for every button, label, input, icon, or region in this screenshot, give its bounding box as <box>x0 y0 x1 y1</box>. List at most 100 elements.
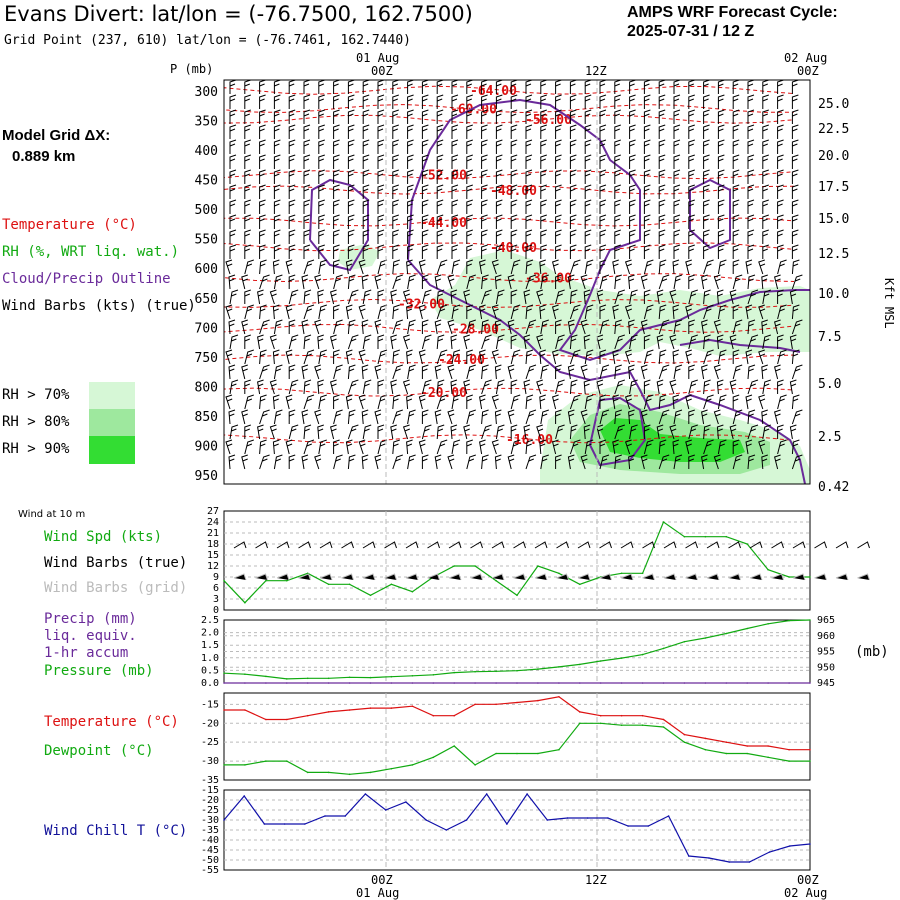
pressure-line-point <box>537 668 539 670</box>
wind-barb <box>717 349 727 365</box>
wind-barb <box>333 244 340 259</box>
wind-speed-line-point <box>390 583 393 586</box>
temperature-line-point <box>369 707 372 709</box>
wind-barb <box>624 259 632 275</box>
legend-rh80-label: RH > 80% <box>2 414 70 430</box>
wind-barb <box>377 289 385 304</box>
wind-barb <box>392 304 400 320</box>
wind-barb <box>347 184 355 199</box>
precip-line-point <box>474 682 476 684</box>
wind-barb <box>269 424 277 440</box>
wind-speed-line-point <box>662 521 665 523</box>
precip-line-point <box>223 682 225 684</box>
wind-barb <box>314 364 322 380</box>
wind-barb <box>406 349 413 365</box>
wind-barb <box>436 379 445 395</box>
wind-barb <box>244 334 251 349</box>
grid-wind-barb <box>577 573 591 581</box>
wind-barb <box>569 304 581 320</box>
precip-line-point <box>265 682 267 684</box>
legend-rh90-swatch <box>89 436 135 464</box>
wind-barb <box>301 454 309 470</box>
pressure-line-point <box>746 627 748 630</box>
precip-line-point <box>641 682 644 684</box>
temperature-tick: -15 <box>201 699 219 710</box>
wind-barb <box>273 139 281 154</box>
wind-barb <box>345 394 353 410</box>
wind-barb <box>507 274 515 290</box>
wind-barb <box>777 94 784 109</box>
pressure-tick: 955 <box>817 647 835 658</box>
wind-barb <box>229 199 237 214</box>
wind-barb <box>614 364 622 380</box>
wind-barb <box>540 454 549 470</box>
wind-barb <box>539 349 546 365</box>
wind-barb <box>347 424 359 440</box>
wind-barb <box>481 364 489 380</box>
wind-barb <box>377 214 385 229</box>
wind-barb <box>303 199 311 214</box>
height-tick-label: 20.0 <box>818 149 849 164</box>
wind-barb <box>466 109 473 124</box>
wind-barb <box>658 94 666 109</box>
wind-barb <box>747 274 756 290</box>
pressure-line-point <box>641 653 644 656</box>
wind-barb <box>491 349 499 365</box>
wind-barb <box>672 394 680 410</box>
wind-barb <box>358 349 366 365</box>
wind-barb <box>540 229 547 244</box>
wind-barb <box>762 139 769 154</box>
wind-barb <box>510 109 518 124</box>
wind-barb <box>347 274 356 290</box>
pressure-line-point <box>704 637 707 639</box>
wind-barb <box>494 409 502 425</box>
pressure-tick-label: 600 <box>195 262 218 277</box>
wind-barb <box>658 169 666 184</box>
wind-barb <box>584 229 592 244</box>
wind-barb <box>436 304 448 320</box>
wind-barb <box>732 439 740 454</box>
pressure-line-point <box>411 675 414 677</box>
wind-barb <box>703 394 714 410</box>
wind-barb <box>789 424 797 440</box>
wind-barb <box>762 229 769 244</box>
wind-barb <box>333 364 343 380</box>
wind-barb <box>717 184 725 199</box>
wind-barb <box>656 424 664 440</box>
surface-wind-barb <box>491 541 505 549</box>
wind-barb <box>580 409 588 425</box>
dewpoint-line-point <box>244 764 246 766</box>
wind-barb <box>229 124 237 139</box>
wind-barb <box>466 364 476 380</box>
wind-barb <box>333 94 340 109</box>
wind-barb <box>434 364 442 380</box>
wind-barb <box>777 439 787 455</box>
grid-wind-barb <box>771 573 784 581</box>
height-tick-label: 17.5 <box>818 180 849 195</box>
wind-barb <box>318 439 327 455</box>
wind-chill-line-point <box>405 801 407 803</box>
wind-barb <box>762 79 769 94</box>
grid-wind-barb <box>341 573 354 581</box>
wind-barb <box>614 244 621 259</box>
wind-chill-line-point <box>768 851 771 853</box>
wind-barb <box>539 439 546 455</box>
wind-barb <box>599 349 607 364</box>
dewpoint-line-point <box>474 764 476 766</box>
wind-barb <box>303 334 312 350</box>
wind-barb <box>333 304 340 319</box>
wind-barb <box>510 214 518 229</box>
temperature-tick: -35 <box>201 775 219 786</box>
wind-barb <box>688 154 695 169</box>
wind-barb <box>333 454 343 470</box>
wind-barb <box>436 139 444 154</box>
wind-barb <box>229 334 239 350</box>
wind-barb <box>688 334 698 350</box>
wind-barb <box>436 124 444 139</box>
legend-precip: Precip (mm) <box>44 611 137 627</box>
model-grid-value: 0.889 km <box>12 148 76 165</box>
temperature-line-point <box>641 714 644 717</box>
dewpoint-line-point <box>286 760 288 762</box>
wind-barb <box>658 154 666 169</box>
wind-barb <box>540 124 547 139</box>
